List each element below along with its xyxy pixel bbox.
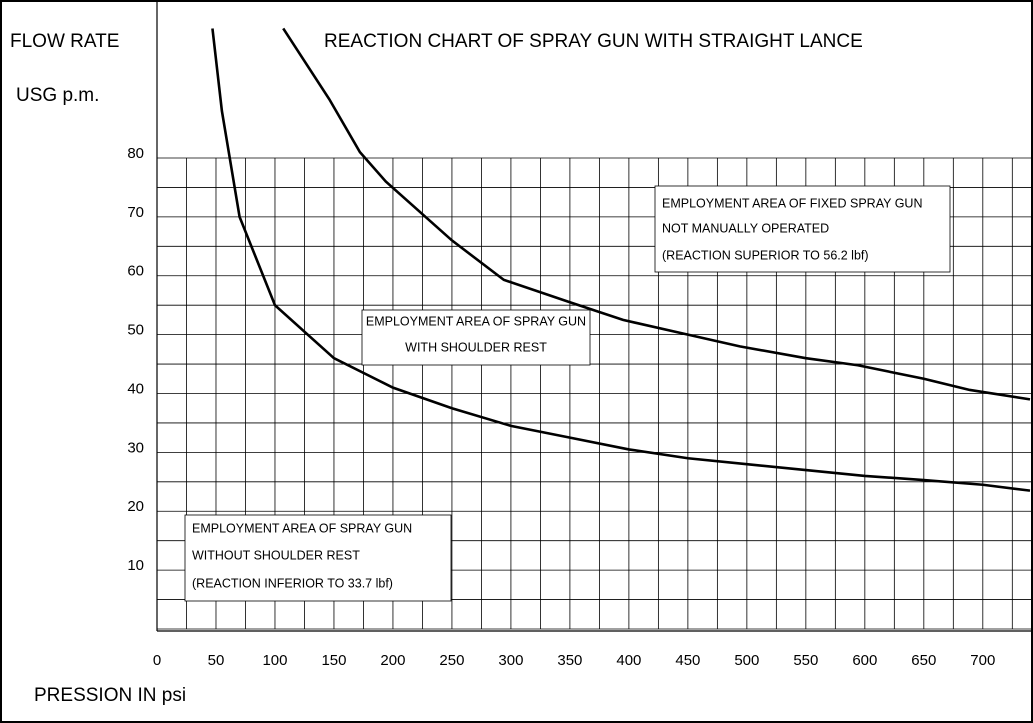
- x-tick-label: 100: [262, 652, 287, 669]
- x-tick-label: 600: [852, 652, 877, 669]
- curve: [282, 27, 1031, 401]
- annotation: (REACTION INFERIOR TO 33.7 lbf): [192, 576, 393, 590]
- chart-title: REACTION CHART OF SPRAY GUN WITH STRAIGH…: [324, 31, 863, 52]
- annotation: WITH SHOULDER REST: [405, 340, 547, 354]
- y-tick-label: 70: [127, 204, 144, 221]
- y-tick-label: 50: [127, 322, 144, 339]
- annotation: (REACTION SUPERIOR TO 56.2 lbf): [662, 248, 869, 262]
- annotation: EMPLOYMENT AREA OF SPRAY GUN: [366, 314, 586, 328]
- curve: [211, 28, 1031, 492]
- y-tick-label: 10: [127, 557, 144, 574]
- y-axis-label: USG p.m.: [16, 85, 99, 106]
- x-tick-label: 0: [153, 652, 161, 669]
- annotation-box: [361, 309, 591, 366]
- x-tick-label: 400: [616, 652, 641, 669]
- x-tick-label: 450: [675, 652, 700, 669]
- x-tick-label: 700: [970, 652, 995, 669]
- x-axis-label: PRESSION IN psi: [34, 685, 186, 706]
- x-tick-label: 350: [557, 652, 582, 669]
- y-tick-label: 80: [127, 145, 144, 162]
- x-tick-label: 150: [321, 652, 346, 669]
- x-tick-label: 50: [208, 652, 225, 669]
- y-tick-label: 20: [127, 498, 144, 515]
- y-tick-label: 60: [127, 263, 144, 280]
- y-tick-label: 40: [127, 380, 144, 397]
- y-tick-label: 30: [127, 439, 144, 456]
- annotation-box: [184, 514, 452, 602]
- x-tick-label: 250: [439, 652, 464, 669]
- x-tick-label: 550: [793, 652, 818, 669]
- x-tick-label: 650: [911, 652, 936, 669]
- annotation-box: [654, 185, 951, 273]
- y-axis-label: FLOW RATE: [10, 31, 119, 52]
- annotation: EMPLOYMENT AREA OF FIXED SPRAY GUN: [662, 196, 922, 210]
- x-tick-label: 500: [734, 652, 759, 669]
- annotation: EMPLOYMENT AREA OF SPRAY GUN: [192, 521, 412, 535]
- x-tick-label: 200: [380, 652, 405, 669]
- annotation: WITHOUT SHOULDER REST: [192, 548, 360, 562]
- annotation: NOT MANUALLY OPERATED: [662, 221, 829, 235]
- x-tick-label: 300: [498, 652, 523, 669]
